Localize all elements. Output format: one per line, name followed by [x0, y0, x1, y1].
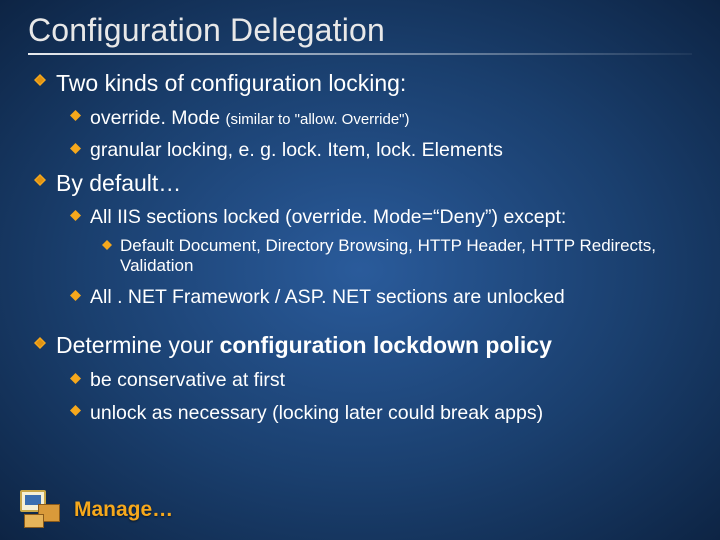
bullet-item: All IIS sections locked (override. Mode=… — [56, 205, 692, 277]
text-span: Determine your — [56, 332, 220, 358]
bullet-item: All . NET Framework / ASP. NET sections … — [56, 285, 692, 309]
bullet-text: All . NET Framework / ASP. NET sections … — [90, 285, 692, 309]
bullet-text: All IIS sections locked (override. Mode=… — [90, 205, 692, 229]
bullet-list-lvl2: All IIS sections locked (override. Mode=… — [56, 205, 692, 309]
diamond-bullet-icon — [70, 210, 81, 221]
diamond-bullet-icon — [102, 240, 112, 250]
bullet-list-lvl2: be conservative at first unlock as neces… — [56, 368, 692, 425]
diamond-bullet-icon — [70, 373, 81, 384]
diamond-bullet-icon — [70, 405, 81, 416]
bullet-item: Two kinds of configuration locking: over… — [28, 69, 692, 163]
bullet-item: unlock as necessary (locking later could… — [56, 401, 692, 425]
bullet-text: override. Mode (similar to "allow. Overr… — [90, 106, 692, 130]
diamond-bullet-icon — [34, 337, 46, 349]
bullet-list-lvl1: Two kinds of configuration locking: over… — [28, 69, 692, 425]
slide: Configuration Delegation Two kinds of co… — [0, 0, 720, 540]
diamond-bullet-icon — [70, 290, 81, 301]
bullet-text: By default… — [56, 169, 692, 198]
bullet-text: Determine your configuration lockdown po… — [56, 331, 692, 360]
bullet-item: granular locking, e. g. lock. Item, lock… — [56, 138, 692, 162]
bullet-item: Default Document, Directory Browsing, HT… — [90, 236, 692, 277]
diamond-bullet-icon — [34, 174, 46, 186]
title-underline — [28, 53, 692, 55]
bullet-list-lvl3: Default Document, Directory Browsing, HT… — [90, 236, 692, 277]
bullet-text: Default Document, Directory Browsing, HT… — [120, 236, 692, 277]
text-span-small: (similar to "allow. Override") — [225, 111, 409, 128]
bullet-item: be conservative at first — [56, 368, 692, 392]
bullet-item: override. Mode (similar to "allow. Overr… — [56, 106, 692, 130]
diamond-bullet-icon — [70, 110, 81, 121]
bullet-item: By default… All IIS sections locked (ove… — [28, 169, 692, 310]
manage-icon — [18, 490, 64, 530]
diamond-bullet-icon — [70, 143, 81, 154]
bullet-item: Determine your configuration lockdown po… — [28, 331, 692, 425]
diamond-bullet-icon — [34, 74, 46, 86]
bullet-list-lvl2: override. Mode (similar to "allow. Overr… — [56, 106, 692, 163]
bullet-text: be conservative at first — [90, 368, 692, 392]
bullet-text: unlock as necessary (locking later could… — [90, 401, 692, 425]
bullet-text: Two kinds of configuration locking: — [56, 69, 692, 98]
text-span-bold: configuration lockdown policy — [220, 332, 552, 358]
text-span: override. Mode — [90, 107, 225, 129]
slide-title: Configuration Delegation — [28, 12, 692, 49]
footer: Manage… — [18, 490, 173, 530]
footer-label: Manage… — [74, 498, 173, 522]
bullet-text: granular locking, e. g. lock. Item, lock… — [90, 138, 692, 162]
spacer — [28, 315, 692, 325]
